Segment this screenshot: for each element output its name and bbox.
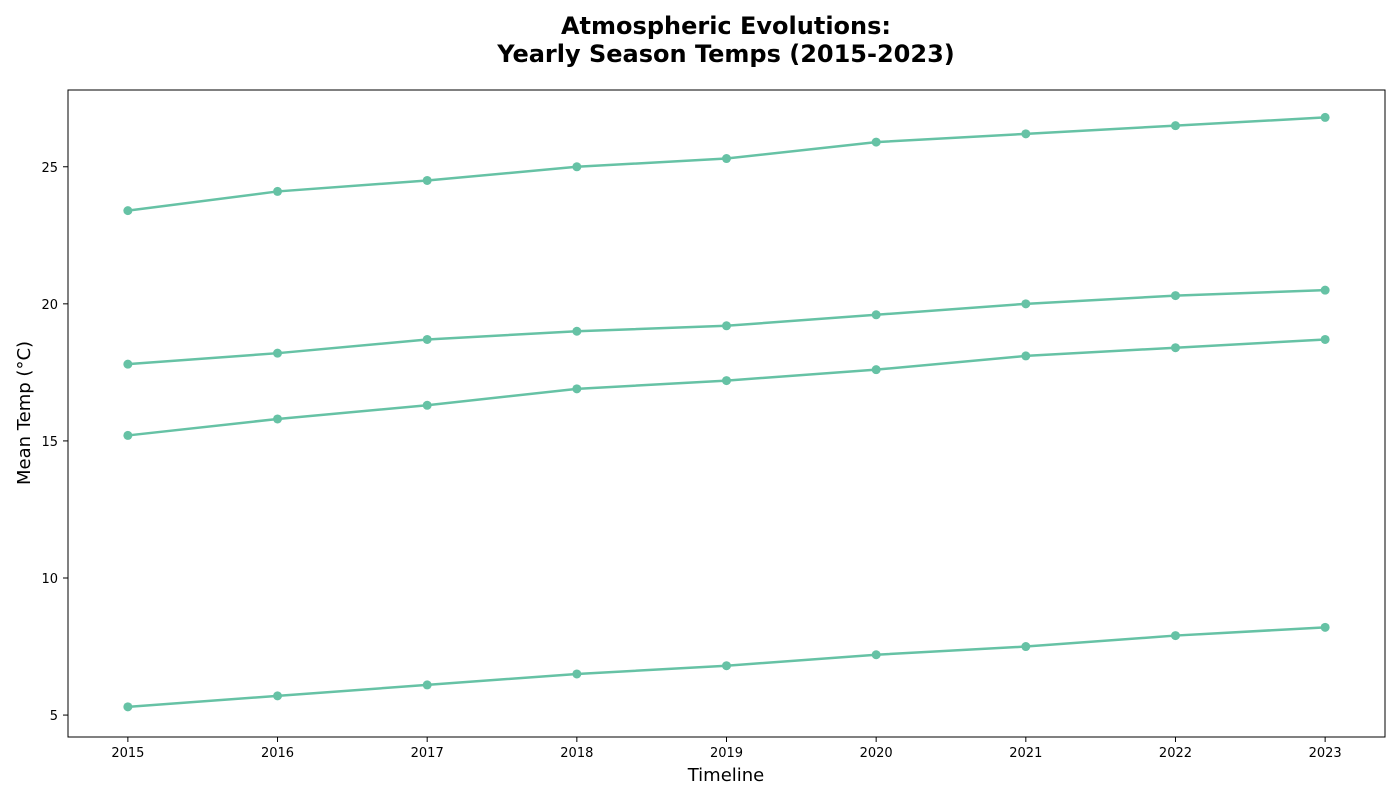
data-point — [1021, 129, 1031, 139]
series-3 — [123, 334, 1330, 440]
series-1 — [123, 112, 1330, 216]
data-point — [273, 186, 283, 196]
data-point — [1320, 112, 1330, 122]
y-axis: 5 10 15 20 25 — [41, 161, 68, 724]
series-line — [126, 116, 1327, 212]
y-tick-label: 20 — [41, 298, 58, 313]
data-point — [572, 162, 582, 172]
data-point — [1170, 631, 1180, 641]
data-point — [1320, 285, 1330, 295]
chart-title-line-1: Atmospheric Evolutions: — [561, 12, 891, 40]
data-point — [572, 669, 582, 679]
x-tick-label: 2022 — [1159, 746, 1192, 761]
x-tick-label: 2020 — [860, 746, 893, 761]
x-tick-label: 2021 — [1009, 746, 1042, 761]
data-point — [722, 321, 731, 331]
x-axis: 2015 2016 2017 2018 2019 2020 2021 2022 2023 — [111, 737, 1342, 761]
data-point — [722, 154, 731, 164]
data-point — [123, 430, 133, 440]
y-tick-label: 10 — [41, 572, 58, 587]
x-tick-label: 2016 — [261, 746, 294, 761]
data-point — [572, 384, 582, 394]
plot-frame — [67, 89, 1386, 738]
x-tick-label: 2019 — [710, 746, 743, 761]
data-point — [123, 359, 133, 369]
data-point — [1170, 343, 1180, 353]
data-point — [422, 680, 432, 690]
y-tick-label: 25 — [41, 161, 58, 176]
data-point — [1021, 642, 1031, 652]
x-tick-label: 2018 — [560, 746, 593, 761]
series-4 — [123, 622, 1330, 712]
data-point — [273, 414, 283, 424]
series-2 — [123, 285, 1330, 369]
data-point — [1320, 622, 1330, 632]
data-point — [722, 661, 731, 671]
data-point — [273, 691, 283, 701]
data-point — [422, 334, 432, 344]
x-axis-label: Timeline — [687, 765, 765, 786]
data-point — [123, 206, 133, 216]
data-point — [871, 650, 881, 660]
data-point — [1170, 121, 1180, 131]
data-point — [722, 376, 731, 386]
plot-area — [123, 112, 1330, 712]
data-point — [123, 702, 133, 712]
data-point — [422, 400, 432, 410]
data-point — [871, 137, 881, 147]
data-point — [1320, 334, 1330, 344]
data-point — [1021, 299, 1031, 309]
data-point — [273, 348, 283, 358]
series-line — [126, 338, 1327, 437]
data-point — [1021, 351, 1031, 361]
chart-title-line-2: Yearly Season Temps (2015-2023) — [496, 40, 954, 68]
x-tick-label: 2015 — [111, 746, 144, 761]
x-tick-label: 2017 — [411, 746, 444, 761]
data-point — [871, 365, 881, 375]
data-point — [572, 326, 582, 336]
y-axis-label: Mean Temp (°C) — [14, 341, 35, 485]
data-point — [871, 310, 881, 320]
data-point — [1170, 291, 1180, 301]
y-tick-label: 15 — [41, 435, 58, 450]
data-point — [422, 175, 432, 185]
x-tick-label: 2023 — [1309, 746, 1342, 761]
y-tick-label: 5 — [50, 709, 58, 724]
